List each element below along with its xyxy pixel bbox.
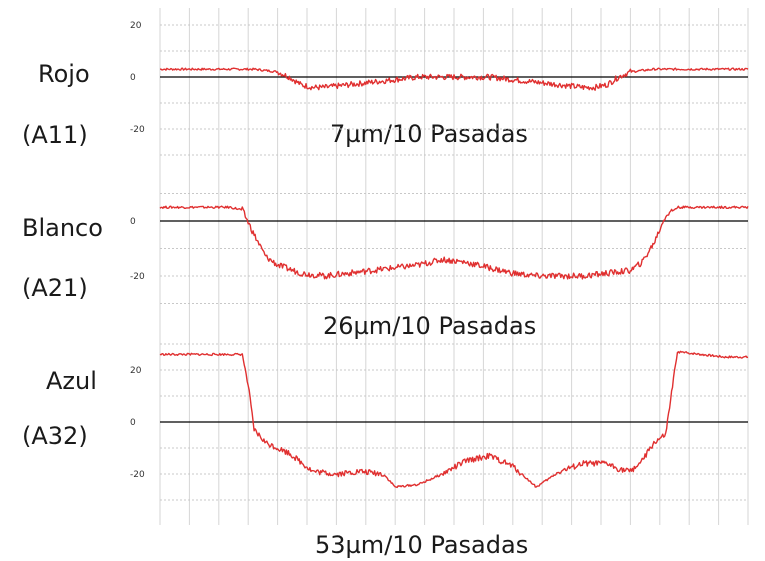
y-tick-label: 0 xyxy=(130,217,136,227)
sample-code-label: (A32) xyxy=(22,422,88,450)
sample-name-label: Rojo xyxy=(38,60,90,88)
profile-trace-line xyxy=(159,350,749,489)
sample-name-label: Blanco xyxy=(22,214,103,242)
y-tick-label: -20 xyxy=(130,125,145,135)
depth-annotation: 7µm/10 Pasadas xyxy=(330,120,528,148)
panel-azul: Azul (A32) 53µm/10 Pasadas 20 0 -20 xyxy=(22,343,749,559)
y-tick-label: 0 xyxy=(130,418,136,428)
y-tick-label: 20 xyxy=(130,366,142,376)
profile-trace-line xyxy=(159,67,749,91)
y-tick-label: 0 xyxy=(130,73,136,83)
sample-code-label: (A11) xyxy=(22,121,88,149)
profile-trace-line xyxy=(159,205,749,280)
panel-blanco: Blanco (A21) 26µm/10 Pasadas 0 -20 xyxy=(22,193,749,340)
depth-annotation: 26µm/10 Pasadas xyxy=(323,312,536,340)
depth-annotation: 53µm/10 Pasadas xyxy=(315,531,528,559)
sample-code-label: (A21) xyxy=(22,274,88,302)
sample-name-label: Azul xyxy=(46,367,97,395)
panel-rojo: Rojo (A11) 7µm/10 Pasadas 20 0 -20 xyxy=(22,21,749,156)
y-tick-label: 20 xyxy=(130,21,142,31)
y-tick-label: -20 xyxy=(130,470,145,480)
y-tick-label: -20 xyxy=(130,272,145,282)
grid-layer xyxy=(159,8,749,525)
